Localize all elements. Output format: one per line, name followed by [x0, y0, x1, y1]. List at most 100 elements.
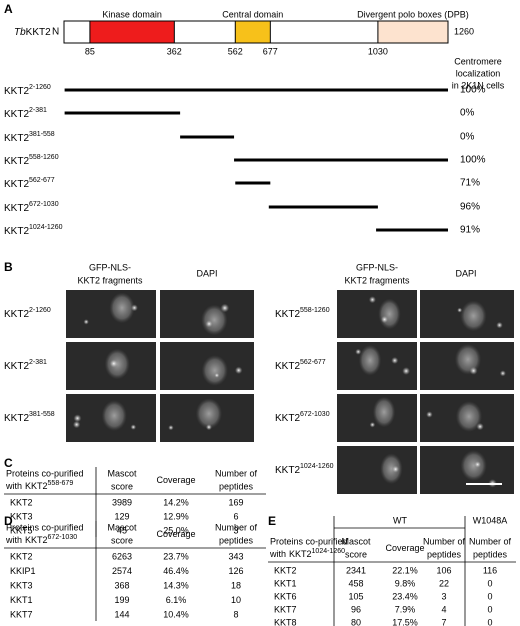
spot [355, 348, 362, 355]
table-caption: Proteins co-purified [6, 522, 84, 532]
table-cell: KKT2 [10, 497, 33, 507]
row-label: KKT22-381 [4, 359, 47, 372]
spot [73, 414, 82, 423]
localization-value: 0% [460, 132, 475, 143]
column-header: Number of [469, 536, 512, 546]
residue-label: 362 [167, 46, 182, 56]
domain-name: Central domain [222, 9, 283, 19]
column-header: Mascot [107, 468, 137, 478]
table-cell: 96 [351, 604, 361, 614]
localization-header: Centromere [454, 56, 502, 66]
spot [426, 411, 433, 418]
cell-signal [380, 453, 403, 485]
row-label: KKT2558-1260 [275, 307, 330, 320]
bait-name: KKT2 [25, 535, 48, 545]
label-base: KKT2 [4, 309, 29, 320]
table-cell: 2574 [112, 566, 132, 576]
table-cell: KKT1 [10, 595, 33, 605]
label-base: KKT2 [4, 226, 29, 237]
spot [474, 460, 482, 468]
micrograph [337, 290, 417, 338]
caption-with: with [5, 535, 22, 545]
fragment-label: KKT22-1260 [4, 84, 51, 97]
label-base: KKT2 [275, 465, 300, 476]
row-label: KKT22-1260 [4, 307, 51, 320]
spot [214, 372, 220, 378]
spot [130, 304, 138, 312]
fragment-label: KKT2381-558 [4, 131, 55, 144]
fragment-label: KKT2672-1030 [4, 201, 59, 214]
cell-signal [460, 300, 487, 332]
spot [380, 315, 389, 324]
table-cell: KKT5 [10, 525, 33, 535]
column-header: peptides [219, 481, 254, 491]
table-cell: KKT8 [274, 617, 297, 626]
column-header: peptides [427, 549, 462, 559]
spot [109, 359, 119, 368]
label-base: KKT2 [4, 156, 29, 167]
table-cell: 22 [439, 578, 449, 588]
table-cell: KKT2 [274, 565, 297, 575]
residue-label: 85 [85, 46, 95, 56]
spot [476, 422, 484, 431]
cell-signal [201, 355, 228, 386]
table-caption: Proteins co-purified [270, 536, 348, 546]
n-terminus: N [52, 27, 59, 38]
table-cell: 199 [114, 595, 129, 605]
spot [234, 366, 243, 375]
table-cell: 116 [483, 565, 497, 575]
label-sup: 562-677 [300, 359, 326, 366]
localization-value: 100% [460, 155, 486, 166]
table-cell: 80 [351, 617, 361, 626]
table-cell: 458 [348, 578, 363, 588]
localization-value: 96% [460, 202, 480, 213]
residue-label: 1030 [368, 46, 388, 56]
caption-with: with [269, 549, 286, 559]
spot [391, 465, 400, 473]
cell-signal [378, 298, 401, 330]
table-cell: 14.3% [163, 580, 189, 590]
table-cell: 7.9% [395, 604, 416, 614]
table-cell: KKT3 [10, 511, 33, 521]
label-sup: 672-1030 [29, 201, 59, 208]
column-header: peptides [219, 535, 254, 545]
protein-label: TbKKT2 [14, 27, 51, 38]
column-header: KKT2 fragments [344, 275, 410, 285]
column-header: GFP-NLS- [89, 262, 131, 272]
table-cell: 0 [487, 591, 492, 601]
column-header: score [345, 549, 367, 559]
table-cell: 23.7% [163, 551, 189, 561]
table-cell: KKT6 [274, 591, 297, 601]
spot [83, 319, 89, 325]
fragment-label: KKT21024-1260 [4, 224, 63, 237]
localization-value: 71% [460, 178, 480, 189]
fragment-label: KKT22-381 [4, 107, 47, 120]
localization-value: 100% [460, 85, 486, 96]
label-sup: 2-381 [29, 359, 47, 366]
column-header: Mascot [341, 536, 371, 546]
column-header: Mascot [107, 522, 137, 532]
protein-length: 1260 [454, 26, 474, 36]
table-cell: 10 [231, 595, 241, 605]
row-label: KKT2381-558 [4, 411, 55, 424]
table-cell: 6.1% [166, 595, 187, 605]
table-cell: 17.5% [392, 617, 418, 626]
table-cell: KKT1 [274, 578, 297, 588]
label-base: KKT2 [4, 179, 29, 190]
table-cell: 18 [231, 580, 241, 590]
row-label: KKT2562-677 [275, 359, 326, 372]
table-cell: 105 [348, 591, 363, 601]
spot [402, 367, 411, 375]
bait-range: 558-679 [48, 480, 74, 487]
label-base: KKT2 [275, 309, 300, 320]
label-sup: 1024-1260 [300, 463, 334, 470]
caption-with: with [5, 481, 22, 491]
table-cell: 0 [487, 617, 492, 626]
table-cell: 169 [228, 497, 243, 507]
label-base: KKT2 [4, 109, 29, 120]
table-cell: 6263 [112, 551, 132, 561]
domain [89, 20, 175, 44]
table-cell: 0 [487, 604, 492, 614]
label-base: KKT2 [4, 133, 29, 144]
